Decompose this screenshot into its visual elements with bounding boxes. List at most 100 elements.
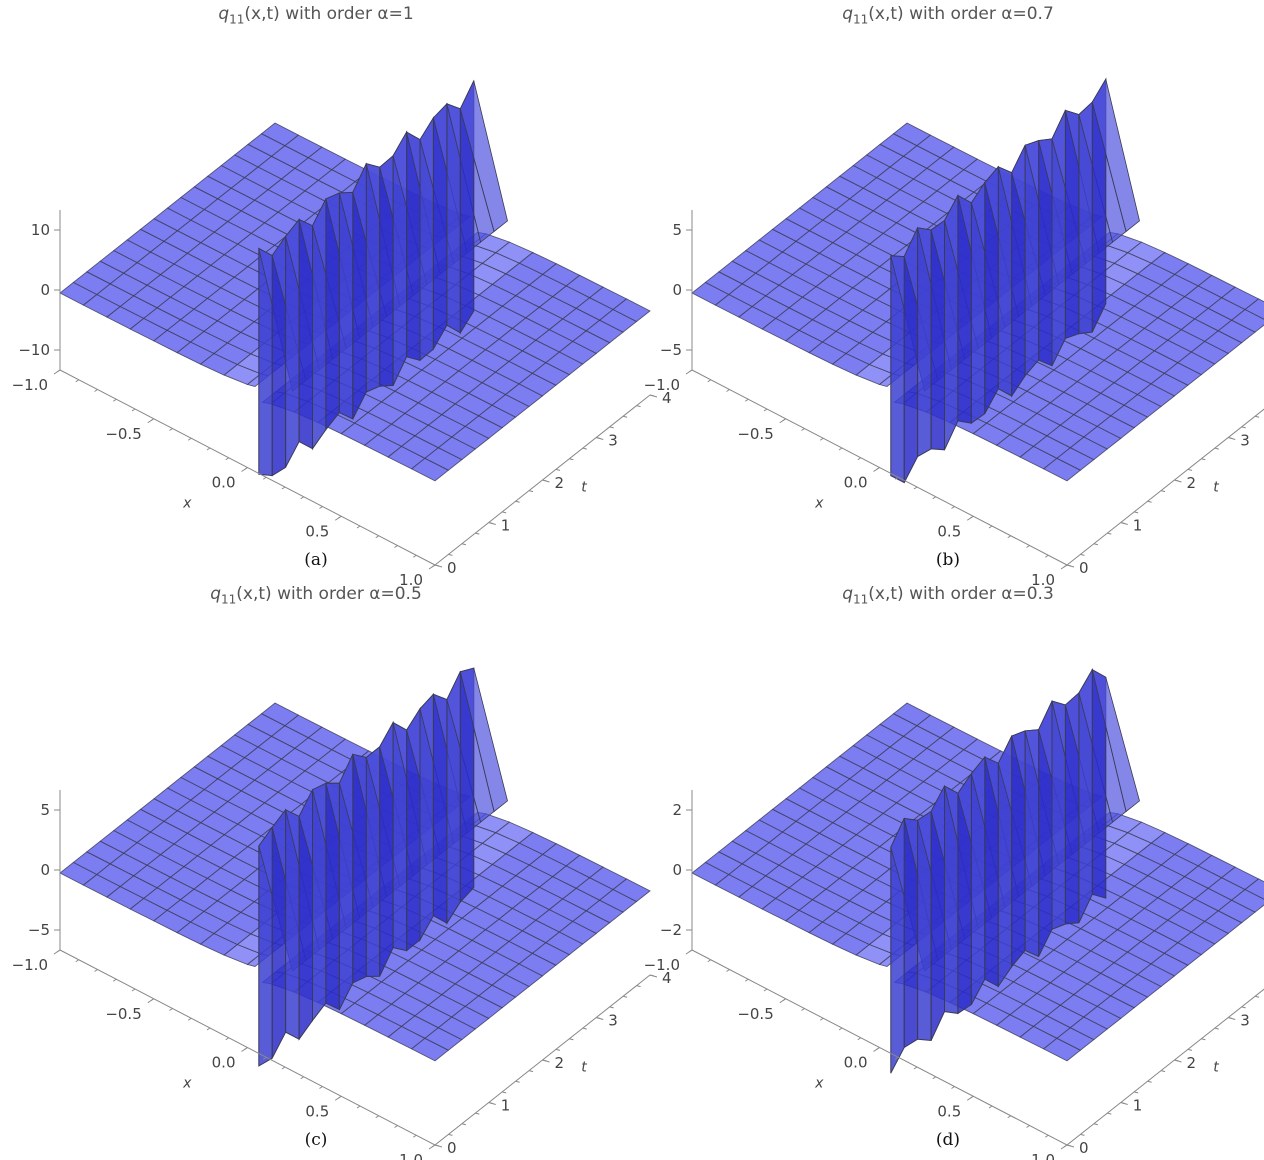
t-tick-label: 3 bbox=[608, 432, 618, 450]
z-tick-label: 5 bbox=[40, 801, 50, 819]
t-minor-tick bbox=[461, 543, 466, 546]
x-tick-label: −1.0 bbox=[12, 376, 48, 394]
t-minor-tick bbox=[1174, 1059, 1179, 1062]
plot-title: q11(x,t) with order α=0.7 bbox=[842, 4, 1054, 27]
x-minor-tick bbox=[688, 369, 693, 373]
x-minor-tick bbox=[150, 418, 155, 422]
z-tick-label: −2 bbox=[660, 921, 682, 939]
singularity-wall bbox=[890, 667, 1140, 1074]
x-minor-tick bbox=[819, 437, 824, 441]
t-minor-tick bbox=[488, 1102, 493, 1104]
x-minor-tick bbox=[969, 1095, 974, 1099]
x-minor-tick bbox=[1007, 535, 1012, 539]
t-minor-tick bbox=[448, 553, 453, 556]
x-minor-tick bbox=[112, 978, 117, 982]
x-minor-tick bbox=[707, 959, 712, 963]
t-minor-tick bbox=[434, 564, 440, 567]
t-tick-label: 2 bbox=[1187, 1054, 1197, 1072]
plot-title: q11(x,t) with order α=0.3 bbox=[842, 584, 1054, 607]
z-tick-label: 0 bbox=[672, 281, 682, 299]
x-minor-tick bbox=[876, 1047, 880, 1050]
x-tick-label: −1.0 bbox=[12, 956, 48, 974]
x-tick-label: 1.0 bbox=[1031, 571, 1055, 589]
surface-plot: −1.0 −0.5 0.0 0.5 1.0 x 0 1 2 3 4 t 10 0 −10 bbox=[12, 79, 672, 589]
x-minor-tick bbox=[56, 369, 61, 373]
x-minor-tick bbox=[857, 457, 862, 461]
t-minor-tick bbox=[582, 1027, 587, 1030]
panel-caption: (c) bbox=[304, 1130, 328, 1150]
x-axis-label: x bbox=[182, 496, 192, 512]
t-tick-label: 0 bbox=[1079, 1139, 1089, 1157]
t-minor-tick bbox=[1255, 995, 1260, 998]
t-minor-tick bbox=[636, 405, 641, 408]
t-minor-tick bbox=[1080, 1133, 1085, 1136]
axes: −1.0 −0.5 0.0 0.5 1.0 x 0 1 2 3 4 t 10 0 −10 bbox=[12, 210, 672, 589]
wall-curve bbox=[459, 667, 508, 813]
axes: −1.0 −0.5 0.0 0.5 1.0 x 0 1 2 3 4 t 5 0 −5 bbox=[644, 210, 1264, 589]
t-minor-tick bbox=[475, 532, 480, 535]
panel-caption: (a) bbox=[304, 550, 328, 570]
x-minor-tick bbox=[744, 398, 749, 402]
x-minor-tick bbox=[187, 437, 192, 441]
t-tick-label: 3 bbox=[1240, 1012, 1250, 1030]
t-minor-tick bbox=[596, 437, 601, 439]
wall-curve bbox=[459, 79, 508, 233]
plot-panel-d: q11(x,t) with order α=0.3 −1.0 −0.5 0.0 0.5… bbox=[632, 580, 1264, 1160]
t-tick-label: 4 bbox=[662, 969, 672, 987]
x-minor-tick bbox=[412, 1134, 417, 1138]
surface-plot: −1.0−0.50.00.51.0x01234t20−2 bbox=[644, 667, 1264, 1160]
t-tick-label: 3 bbox=[608, 1012, 618, 1030]
t-minor-tick bbox=[1255, 415, 1260, 418]
x-minor-tick bbox=[262, 476, 267, 480]
t-minor-tick bbox=[1147, 500, 1152, 503]
x-minor-tick bbox=[319, 1086, 323, 1089]
x-tick-label: 0.5 bbox=[305, 1102, 329, 1120]
t-minor-tick bbox=[448, 1133, 453, 1136]
x-tick-label: −0.5 bbox=[737, 1005, 773, 1023]
plot-panel-a: q11(x,t) with order α=1 −1.0 −0.5 0.0 0.5 1.… bbox=[0, 0, 672, 589]
x-minor-tick bbox=[412, 554, 417, 558]
t-minor-tick bbox=[1080, 553, 1085, 556]
x-minor-tick bbox=[206, 447, 211, 451]
t-tick-label: 4 bbox=[662, 389, 672, 407]
t-minor-tick bbox=[1066, 564, 1072, 567]
plot-area: −1.0−0.50.00.51.0x01234t20−2 bbox=[644, 667, 1264, 1160]
x-minor-tick bbox=[394, 545, 398, 548]
t-minor-tick bbox=[1134, 1091, 1139, 1094]
t-tick-label: 2 bbox=[555, 1054, 565, 1072]
x-minor-tick bbox=[801, 428, 805, 431]
surface-plot: −1.0 −0.5 0.0 0.5 1.0 x 0 1 2 3 4 t 5 0 −5 bbox=[644, 77, 1264, 589]
x-minor-tick bbox=[876, 467, 880, 470]
x-minor-tick bbox=[319, 506, 323, 509]
x-minor-tick bbox=[688, 949, 693, 953]
x-minor-tick bbox=[744, 978, 749, 982]
x-tick-label: 0.5 bbox=[937, 1102, 961, 1120]
x-tick-label: 0.0 bbox=[844, 474, 868, 492]
plot-panel-c: q11(x,t) with order α=0.5 −1.0 −0.5 0.0 0.5… bbox=[0, 580, 672, 1160]
x-minor-tick bbox=[1063, 1144, 1068, 1148]
x-minor-tick bbox=[707, 379, 712, 383]
singularity-wall bbox=[258, 79, 508, 477]
x-tick-label: 0.0 bbox=[844, 1054, 868, 1072]
t-minor-tick bbox=[1093, 1123, 1098, 1126]
x-tick-label: 1.0 bbox=[1031, 1151, 1055, 1160]
plot-area: −1.0 −0.5 0.0 0.5 1.0 x 0 1 2 3 4 t 5 0 −5 bbox=[12, 667, 672, 1160]
x-tick-label: 0.0 bbox=[212, 474, 236, 492]
t-tick-label: 0 bbox=[447, 1139, 457, 1157]
x-minor-tick bbox=[763, 988, 768, 992]
x-minor-tick bbox=[206, 1027, 211, 1031]
t-tick-label: 3 bbox=[1240, 432, 1250, 450]
x-minor-tick bbox=[782, 998, 787, 1002]
t-minor-tick bbox=[502, 1091, 507, 1094]
x-minor-tick bbox=[75, 379, 80, 383]
x-minor-tick bbox=[1044, 554, 1049, 558]
t-minor-tick bbox=[528, 490, 534, 493]
z-tick-label: 5 bbox=[672, 221, 682, 239]
t-minor-tick bbox=[1174, 479, 1179, 482]
x-minor-tick bbox=[1026, 1125, 1030, 1128]
panel-caption: (b) bbox=[935, 550, 961, 570]
t-minor-tick bbox=[1241, 1006, 1246, 1009]
x-minor-tick bbox=[801, 1008, 805, 1011]
x-minor-tick bbox=[94, 389, 98, 392]
x-axis-label: x bbox=[814, 1076, 824, 1092]
